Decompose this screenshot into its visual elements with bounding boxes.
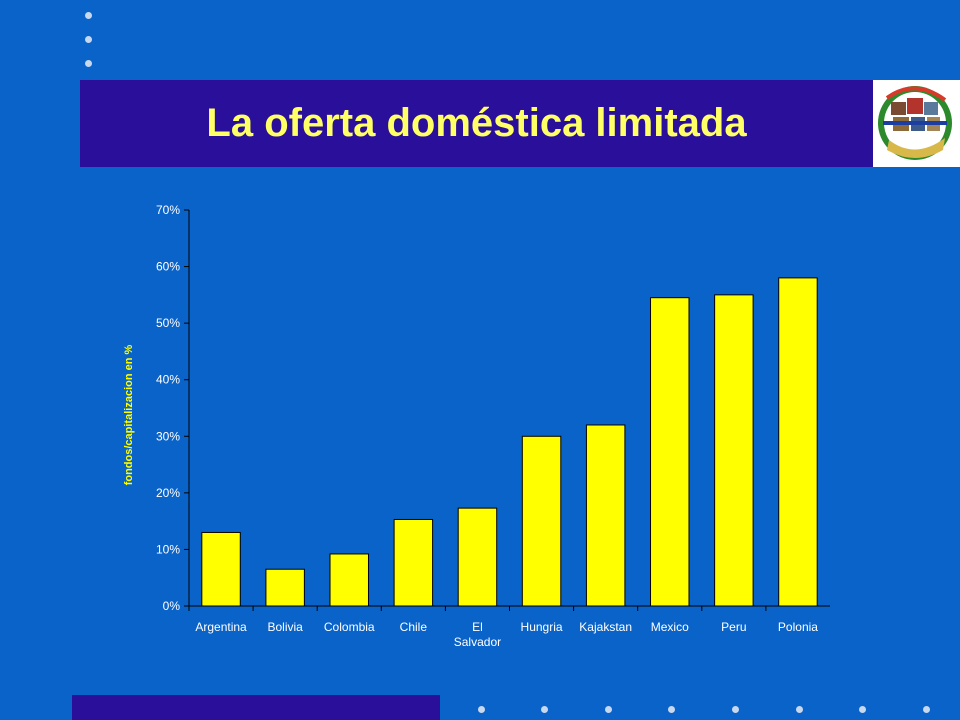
bullet-dot — [478, 706, 485, 713]
y-tick-label: 40% — [156, 373, 180, 387]
globe-collage-logo-icon — [873, 80, 960, 167]
y-tick-label: 70% — [156, 203, 180, 217]
y-tick-label: 50% — [156, 316, 180, 330]
slide-title: La oferta doméstica limitada — [206, 101, 747, 145]
x-tick-label: El Salvador — [454, 620, 501, 649]
bar-kajakstan — [585, 424, 626, 607]
x-tick-label: Bolivia — [267, 620, 303, 634]
bar-polonia — [778, 277, 818, 607]
bullet-dot — [85, 36, 92, 43]
bullet-dot — [923, 706, 930, 713]
bullet-dot — [605, 706, 612, 713]
bar-bolivia — [265, 568, 305, 607]
y-tick-label: 0% — [163, 599, 181, 613]
bar-peru — [714, 294, 754, 607]
bullet-dot — [668, 706, 675, 713]
bottom-bar — [72, 695, 440, 720]
bar-el-salvador — [457, 507, 498, 607]
bar-mexico — [650, 297, 690, 607]
x-tick-label: Chile — [400, 620, 428, 634]
x-tick-label: Mexico — [651, 620, 689, 634]
bar-chile — [393, 518, 434, 607]
bar-argentina — [201, 531, 241, 607]
bar-hungria — [521, 435, 562, 607]
y-tick-label: 10% — [156, 542, 180, 556]
logo-box — [873, 80, 960, 167]
bullet-dot — [85, 60, 92, 67]
y-axis-title-text: fondos/capitalizacion en % — [123, 344, 135, 486]
x-tick-label: Colombia — [324, 620, 375, 634]
y-tick-label: 20% — [156, 486, 180, 500]
bullet-dot — [85, 12, 92, 19]
x-tick-label: Argentina — [195, 620, 247, 634]
bullet-dot — [796, 706, 803, 713]
title-bar: La oferta doméstica limitada — [80, 80, 873, 167]
x-tick-label: Hungria — [521, 620, 563, 634]
x-tick-label: Peru — [721, 620, 746, 634]
bullet-dot — [541, 706, 548, 713]
y-tick-label: 60% — [156, 260, 180, 274]
y-tick-label: 30% — [156, 429, 180, 443]
x-tick-label: Kajakstan — [579, 620, 632, 634]
bullet-dot — [859, 706, 866, 713]
x-tick-label: Polonia — [778, 620, 818, 634]
bullet-dot — [732, 706, 739, 713]
bar-colombia — [329, 553, 369, 607]
